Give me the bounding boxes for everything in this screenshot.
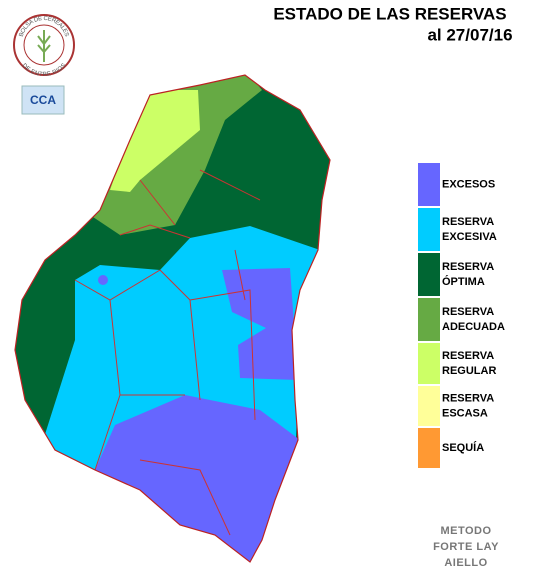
- date: al 27/07/16: [427, 25, 512, 44]
- badge-box: [21, 85, 65, 115]
- legend-label: REGULAR: [442, 365, 496, 377]
- legend-label: RESERVA: [442, 350, 494, 362]
- legend-swatch: [418, 343, 440, 384]
- legend-swatch: [418, 386, 440, 426]
- legend-label: EXCESOS: [442, 178, 495, 190]
- legend-swatch: [418, 428, 440, 468]
- legend-swatch: [418, 253, 440, 296]
- title: ESTADO DE LAS RESERVAS: [273, 4, 506, 23]
- legend-label: SEQUÍA: [442, 441, 484, 454]
- legend-label: ADECUADA: [442, 321, 505, 333]
- method-note: METODO FORTE LAY AIELLO: [433, 525, 499, 569]
- method-line: METODO: [440, 525, 491, 537]
- province-outline: [14, 74, 331, 563]
- legend-swatch: [418, 208, 440, 251]
- legend-label: RESERVA: [442, 392, 494, 404]
- legend-label: RESERVA: [442, 216, 494, 228]
- legend-label: ÓPTIMA: [442, 275, 485, 288]
- method-line: AIELLO: [444, 557, 487, 569]
- province-map: [15, 75, 330, 562]
- legend-swatch: [418, 298, 440, 341]
- legend-label: ESCASA: [442, 407, 488, 419]
- method-line: FORTE LAY: [433, 541, 499, 553]
- logo: BOLSA DE CEREALES DE ENTRE RIOS: [13, 14, 75, 78]
- badge: CCA: [30, 93, 56, 107]
- legend-swatch: [418, 163, 440, 206]
- legend-label: EXCESIVA: [442, 231, 497, 243]
- legend: EXCESOS RESERVA EXCESIVA RESERVA ÓPTIMA RESER…: [418, 163, 505, 468]
- legend-label: RESERVA: [442, 261, 494, 273]
- legend-label: RESERVA: [442, 306, 494, 318]
